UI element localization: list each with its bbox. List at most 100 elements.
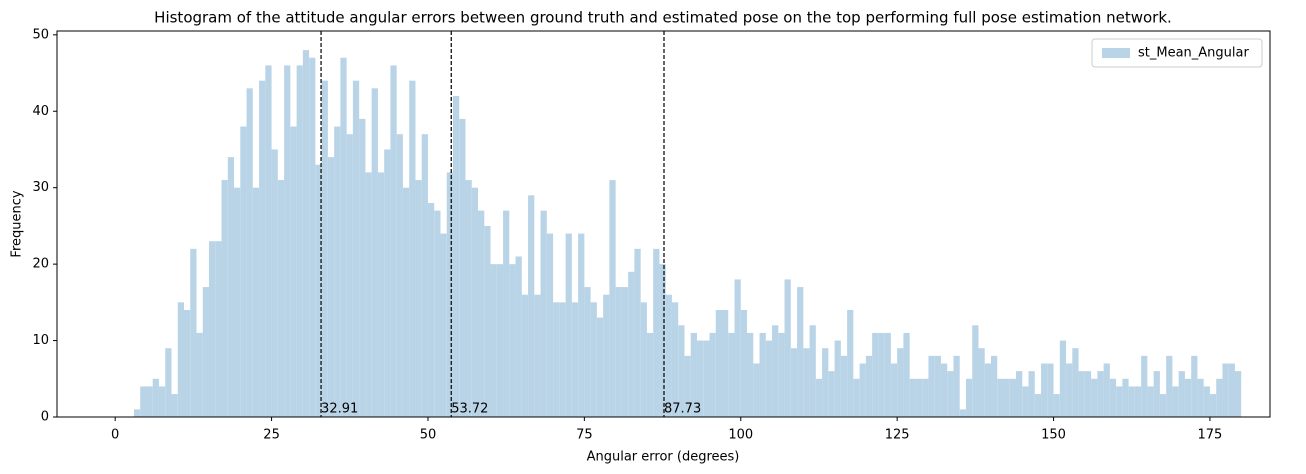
bar: [1028, 371, 1035, 417]
bar: [947, 371, 954, 417]
bar: [690, 332, 697, 417]
bar: [284, 65, 291, 417]
bar: [797, 287, 804, 417]
bar: [1078, 371, 1085, 417]
bar: [1009, 378, 1017, 417]
bar: [1072, 348, 1079, 417]
bar: [897, 348, 904, 417]
bar: [872, 332, 879, 417]
bar: [402, 187, 410, 417]
bar: [302, 50, 310, 417]
bar: [578, 233, 585, 417]
bar: [421, 134, 428, 418]
bar: [915, 378, 923, 417]
bar: [503, 210, 510, 417]
bar: [803, 348, 810, 417]
bar: [1141, 355, 1148, 417]
bar: [140, 386, 147, 417]
bar: [290, 126, 297, 417]
bar: [1003, 378, 1010, 417]
bar: [152, 378, 159, 417]
bar: [1134, 386, 1142, 417]
bar: [1047, 363, 1054, 417]
legend-box: [1091, 38, 1263, 68]
bar: [252, 187, 260, 417]
x-tick-label: 75: [576, 428, 593, 443]
x-tick-label: 25: [263, 428, 280, 443]
bar: [1178, 371, 1185, 417]
bar: [534, 294, 541, 417]
bar: [965, 378, 973, 417]
bar: [1147, 386, 1154, 417]
bar: [984, 363, 991, 417]
chart-title: Histogram of the attitude angular errors…: [154, 9, 1172, 27]
bar: [165, 348, 172, 417]
bar: [1222, 363, 1229, 417]
bar: [234, 187, 241, 417]
bar: [678, 325, 685, 417]
bar: [158, 386, 166, 417]
bar: [240, 126, 247, 417]
bar: [959, 409, 966, 417]
bar: [865, 355, 873, 417]
bar: [209, 241, 216, 417]
bar: [621, 287, 629, 417]
bar: [759, 332, 766, 417]
x-tick-label: 100: [728, 428, 753, 443]
bar: [884, 332, 891, 417]
bar: [365, 172, 372, 417]
x-tick-label: 175: [1198, 428, 1223, 443]
bar: [890, 363, 898, 417]
bar: [346, 134, 353, 418]
bar: [409, 80, 416, 417]
bar: [496, 264, 504, 417]
bar: [183, 309, 191, 417]
bar: [1022, 386, 1029, 417]
bar: [484, 225, 491, 417]
bar: [271, 149, 278, 417]
bar: [1216, 378, 1223, 417]
bar: [840, 355, 848, 417]
bar: [922, 378, 929, 417]
bar: [515, 256, 522, 417]
bar: [765, 340, 773, 417]
bar: [1191, 355, 1198, 417]
bar: [928, 355, 935, 417]
bar: [352, 80, 360, 417]
bar: [259, 80, 266, 417]
x-tick-label: 50: [420, 428, 437, 443]
bar: [715, 309, 722, 417]
bar: [559, 302, 566, 417]
bar: [934, 355, 941, 417]
x-axis-label: Angular error (degrees): [587, 450, 740, 465]
bar: [615, 287, 622, 417]
bar: [1228, 363, 1235, 417]
bar: [596, 317, 604, 417]
bar: [452, 95, 460, 417]
bar: [1091, 378, 1098, 417]
bar: [903, 332, 910, 417]
bar: [753, 363, 760, 417]
bar: [1184, 378, 1192, 417]
bar: [277, 180, 285, 417]
bar: [728, 332, 735, 417]
bar: [778, 332, 785, 417]
bar: [1097, 371, 1104, 417]
bar: [1041, 363, 1048, 417]
bar: [1084, 371, 1092, 417]
bar: [1109, 378, 1117, 417]
bar: [665, 294, 672, 417]
bar: [146, 386, 153, 417]
bar: [653, 248, 660, 417]
bar: [434, 210, 441, 417]
bar: [815, 378, 823, 417]
bar: [465, 180, 472, 417]
bar: [265, 65, 272, 417]
bar: [309, 57, 316, 418]
bar: [1066, 363, 1073, 417]
bar: [440, 233, 447, 417]
bar: [671, 302, 679, 417]
y-tick-label: 30: [32, 180, 49, 195]
y-tick-label: 50: [32, 27, 49, 42]
bar: [215, 241, 222, 417]
